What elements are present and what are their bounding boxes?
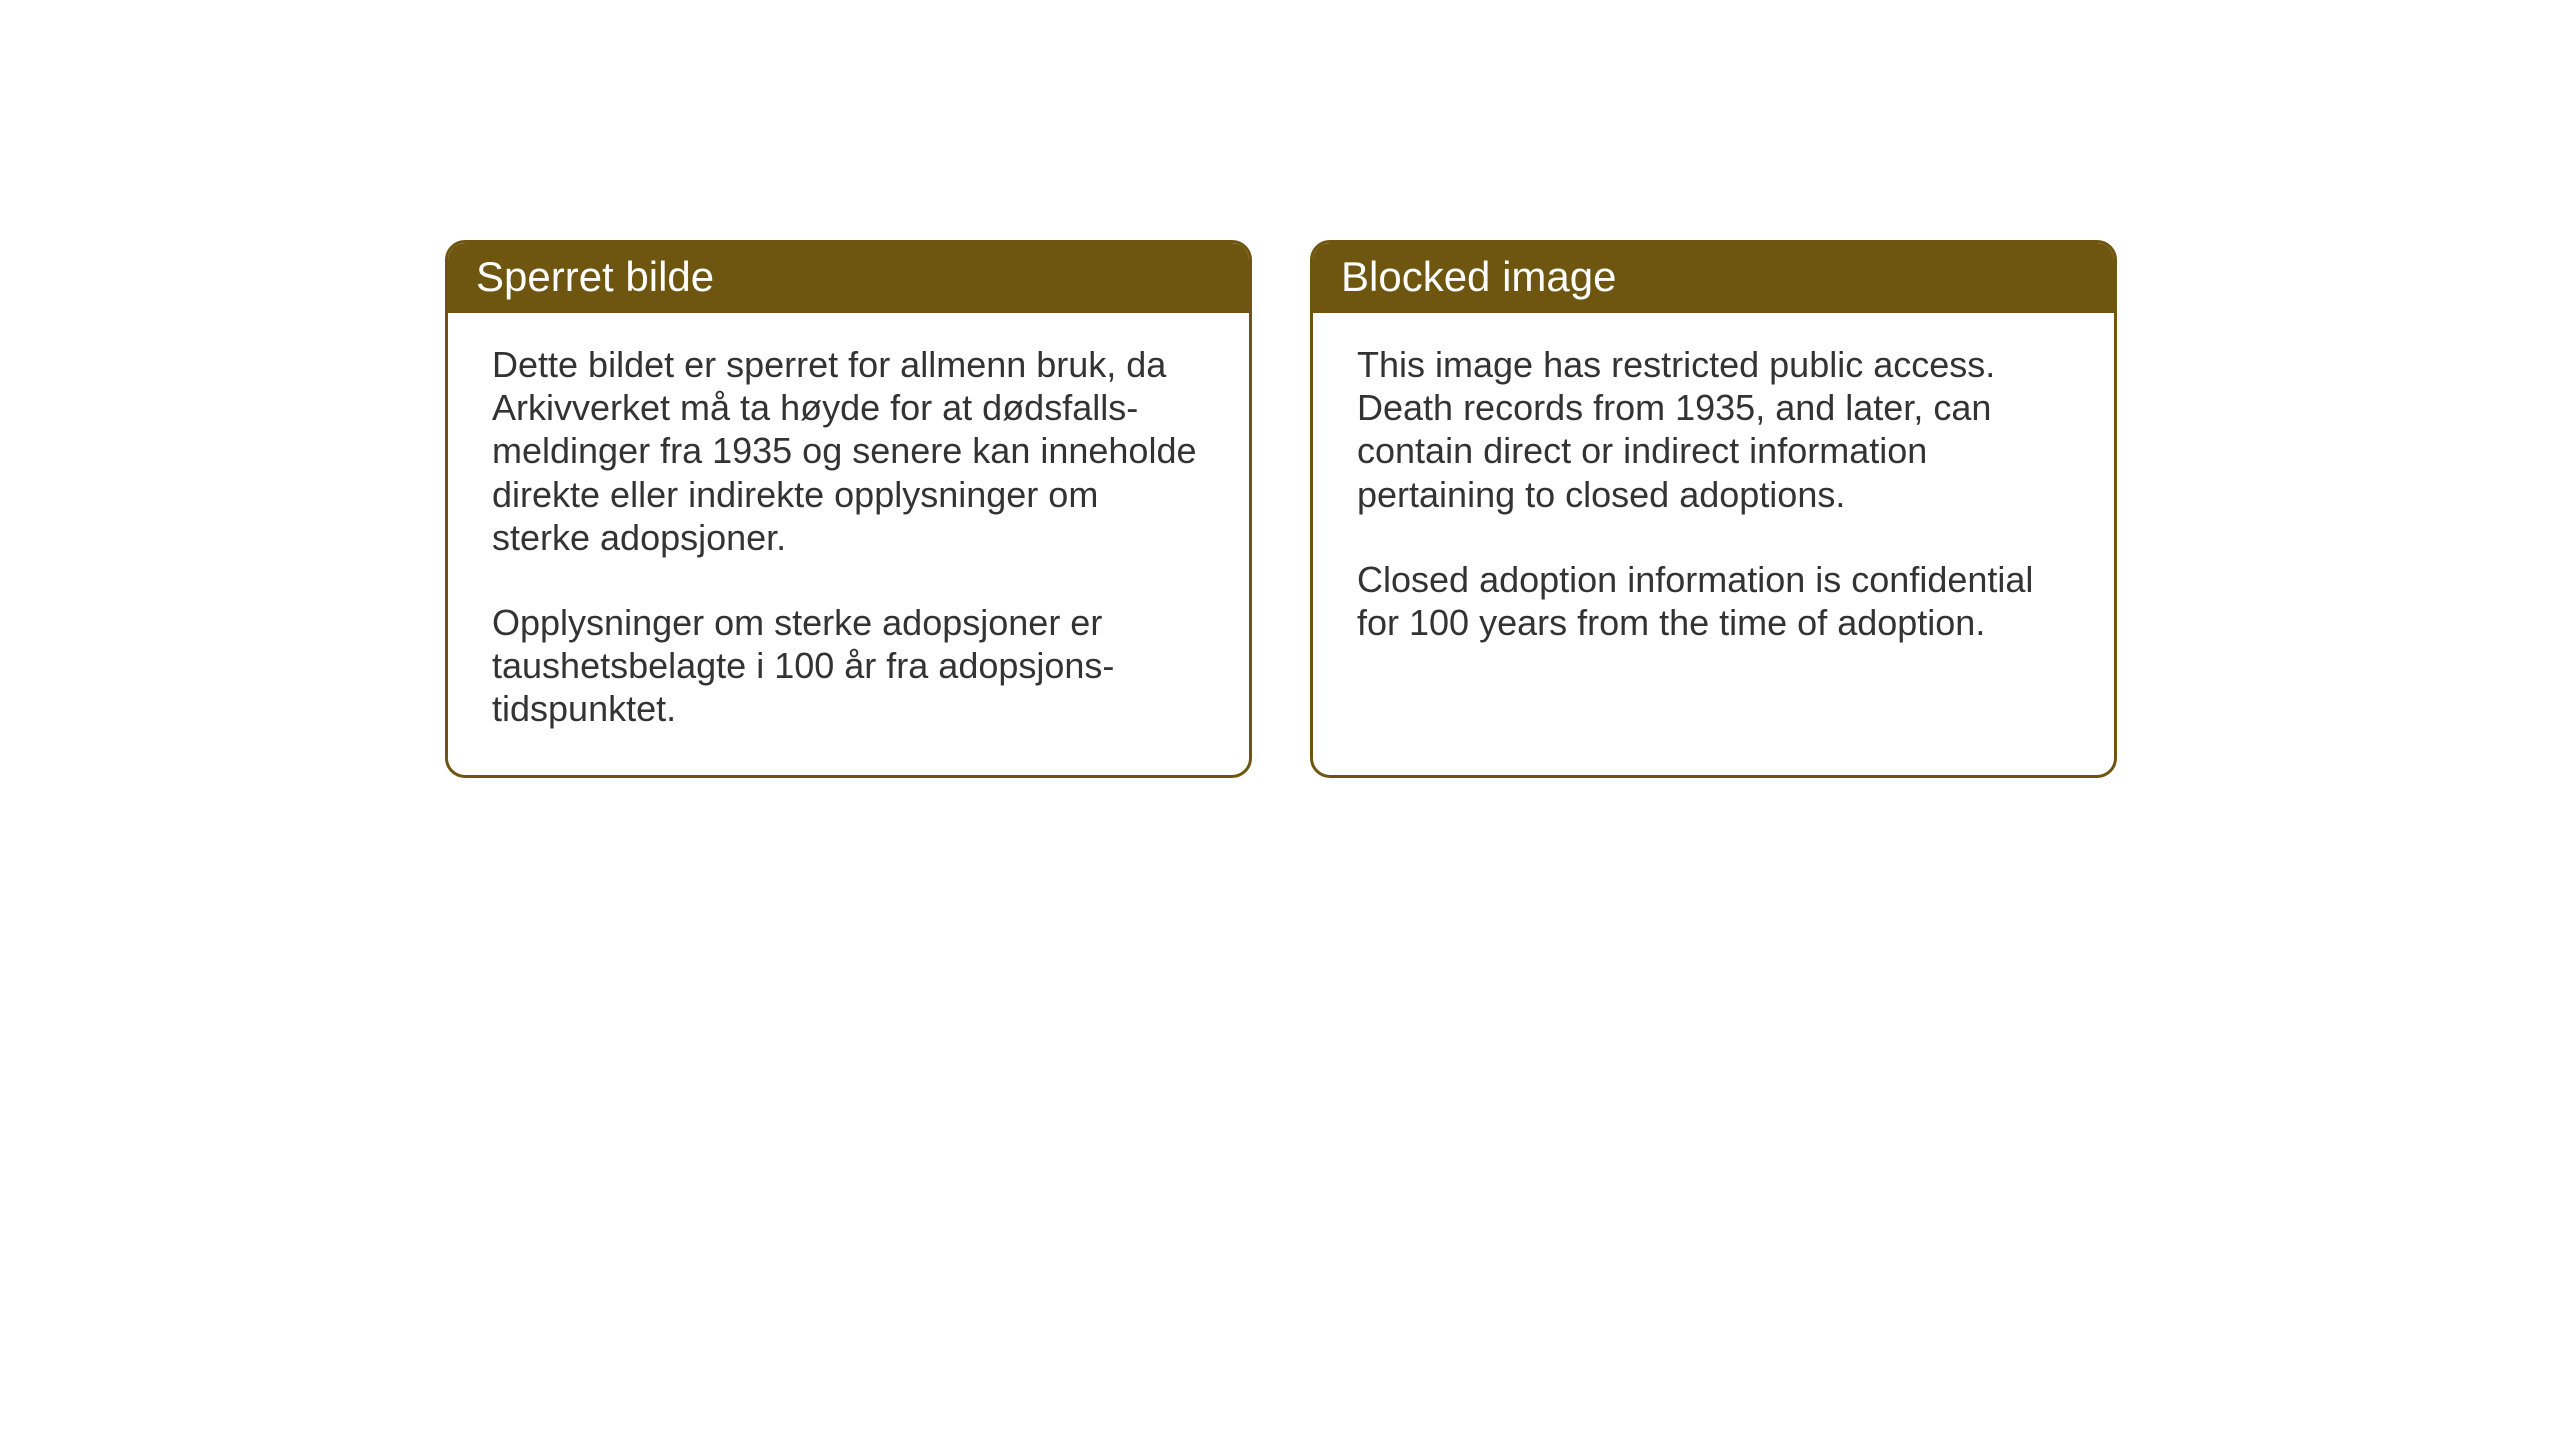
notice-container: Sperret bilde Dette bildet er sperret fo… — [445, 240, 2117, 778]
card-body-norwegian: Dette bildet er sperret for allmenn bruk… — [448, 313, 1249, 775]
card-header-english: Blocked image — [1313, 243, 2114, 313]
card-title-norwegian: Sperret bilde — [476, 253, 714, 300]
card-paragraph-english-1: This image has restricted public access.… — [1357, 343, 2070, 516]
card-title-english: Blocked image — [1341, 253, 1616, 300]
card-body-english: This image has restricted public access.… — [1313, 313, 2114, 688]
notice-card-english: Blocked image This image has restricted … — [1310, 240, 2117, 778]
card-paragraph-norwegian-2: Opplysninger om sterke adopsjoner er tau… — [492, 601, 1205, 731]
card-paragraph-norwegian-1: Dette bildet er sperret for allmenn bruk… — [492, 343, 1205, 559]
card-header-norwegian: Sperret bilde — [448, 243, 1249, 313]
card-paragraph-english-2: Closed adoption information is confident… — [1357, 558, 2070, 644]
notice-card-norwegian: Sperret bilde Dette bildet er sperret fo… — [445, 240, 1252, 778]
